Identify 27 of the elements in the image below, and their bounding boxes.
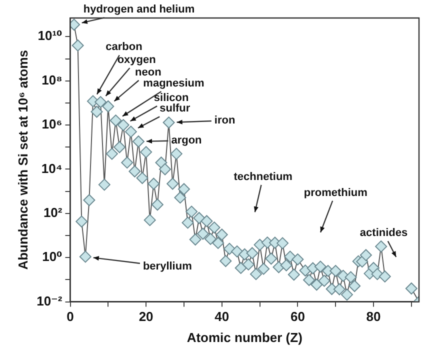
annotation: beryllium (142, 260, 192, 273)
x-tick-label: 40 (214, 309, 230, 324)
y-tick-label: 10⁴ (41, 160, 62, 176)
annotation: actinides (360, 227, 408, 240)
annotation: argon (171, 134, 202, 147)
y-tick-label: 10⁻² (36, 293, 63, 308)
annotation: oxygen (117, 54, 156, 66)
annotation: magnesium (143, 78, 205, 90)
annotation: sulfur (160, 102, 191, 115)
annotation: carbon (106, 41, 143, 54)
x-tick-label: 0 (66, 309, 74, 324)
y-tick-label: 10⁸ (42, 72, 62, 88)
x-tick-label: 80 (366, 309, 381, 324)
x-tick-label: 20 (138, 309, 154, 324)
y-tick-label: 10⁰ (42, 249, 63, 264)
annotation: iron (214, 114, 236, 127)
annotation: technetium (234, 170, 293, 183)
y-tick-label: 10² (43, 205, 63, 220)
annotation: silicon (154, 92, 190, 104)
y-tick-label: 10⁶ (42, 116, 62, 132)
annotation: neon (135, 66, 162, 78)
x-axis-title: Atomic number (Z) (186, 330, 302, 345)
y-axis-title: Abundance with Si set at 10⁶ atoms (15, 50, 30, 270)
x-tick-label: 60 (290, 309, 305, 324)
y-tick-label: 10¹⁰ (38, 28, 63, 44)
annotation: promethium (304, 186, 368, 199)
annotation: hydrogen and helium (83, 4, 195, 16)
